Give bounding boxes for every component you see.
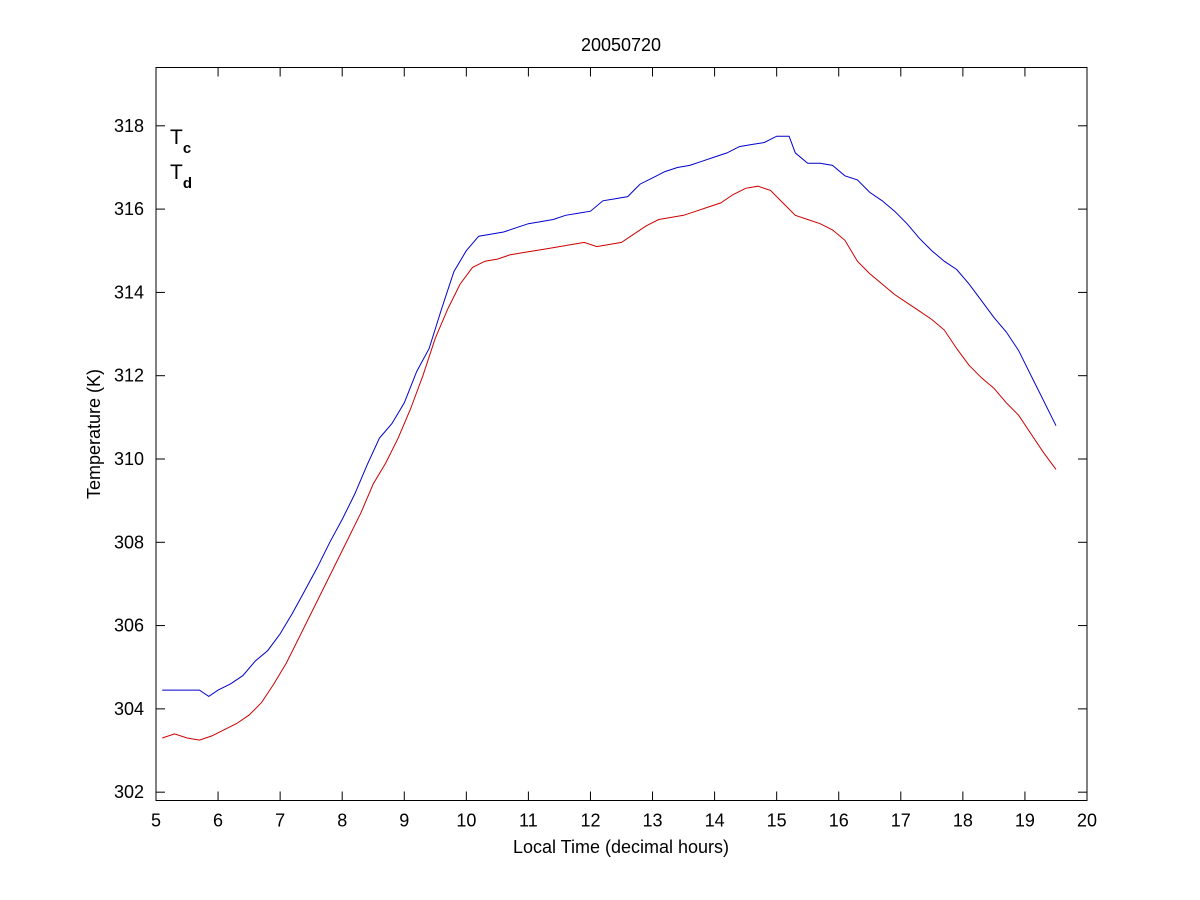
x-tick-label: 17 [891,811,911,831]
series-layer [162,135,1057,741]
x-tick-label: 18 [953,811,973,831]
x-tick-label: 5 [151,811,161,831]
x-tick-label: 11 [519,811,538,831]
x-tick-label: 16 [829,811,849,831]
legend-td-sub: d [183,175,192,192]
y-tick-label: 314 [114,282,144,302]
y-tick-label: 308 [114,532,144,552]
legend-tc-main: T [170,126,183,149]
y-tick-label: 302 [114,782,144,802]
x-axis-label: Local Time (decimal hours) [513,837,729,857]
series-line-tc [162,135,1057,698]
legend-td-main: T [170,161,183,184]
legend-tc-sub: c [183,140,191,157]
legend: Tc Td [170,126,192,192]
x-tick-label: 15 [767,811,787,831]
x-tick-label: 7 [275,811,285,831]
series-line-td [162,185,1057,741]
y-tick-label: 318 [114,116,144,136]
y-tick-label: 310 [114,449,144,469]
y-tick-label: 304 [114,699,144,719]
x-tick-label: 20 [1077,811,1097,831]
x-tick-label: 19 [1015,811,1035,831]
plot-area [155,67,1088,801]
x-axis: 5 6 7 8 9 10 11 12 13 14 15 16 17 18 19 20 [151,67,1097,831]
legend-entry-td: Td [170,161,192,192]
x-tick-label: 10 [456,811,476,831]
legend-entry-tc: Tc [170,126,191,157]
x-tick-label: 12 [580,811,600,831]
y-axis-label: Temperature (K) [84,369,104,499]
chart-title: 20050720 [581,35,661,55]
x-tick-label: 14 [705,811,725,831]
x-tick-label: 9 [399,811,409,831]
y-tick-label: 316 [114,199,144,219]
x-tick-label: 8 [337,811,347,831]
y-axis: 302 304 306 308 310 312 314 316 318 [114,116,1087,802]
y-tick-label: 306 [114,616,144,636]
y-tick-label: 312 [114,366,144,386]
x-tick-label: 13 [643,811,663,831]
x-tick-label: 6 [213,811,223,831]
